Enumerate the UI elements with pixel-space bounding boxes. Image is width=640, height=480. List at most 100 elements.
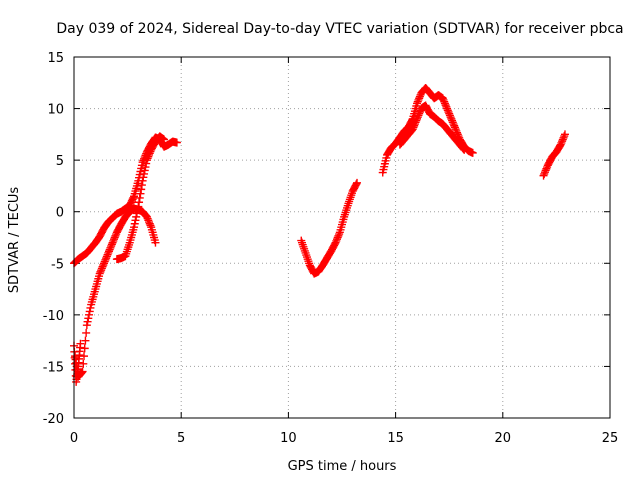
- data-point: [96, 267, 105, 276]
- data-point: [146, 221, 155, 230]
- data-point: [141, 163, 150, 172]
- data-point: [539, 171, 548, 180]
- data-point: [102, 254, 111, 263]
- data-point: [134, 202, 143, 211]
- data-point: [409, 123, 418, 132]
- data-point: [558, 135, 567, 144]
- data-point: [540, 169, 549, 178]
- data-point: [136, 189, 145, 198]
- data-point: [415, 92, 424, 101]
- data-point: [109, 236, 118, 245]
- data-point: [105, 245, 114, 254]
- data-point: [151, 238, 160, 247]
- data-point: [410, 121, 419, 130]
- data-point: [97, 264, 106, 273]
- data-point: [105, 247, 114, 256]
- data-point: [468, 148, 477, 157]
- data-point: [413, 114, 422, 123]
- data-point: [443, 106, 452, 115]
- series-arc-2: [71, 204, 160, 381]
- data-point: [452, 126, 461, 135]
- data-point: [441, 101, 450, 110]
- data-point: [352, 180, 361, 189]
- data-point: [140, 169, 149, 178]
- data-point: [131, 216, 140, 225]
- data-point: [333, 233, 342, 242]
- data-point: [415, 109, 424, 118]
- y-tick-label: 5: [56, 154, 64, 169]
- x-tick-label: 15: [387, 431, 404, 446]
- data-point: [353, 178, 362, 187]
- data-point: [142, 212, 151, 221]
- data-point: [76, 339, 85, 348]
- data-point: [408, 125, 417, 134]
- data-point: [172, 138, 181, 147]
- data-point: [332, 236, 341, 245]
- data-point: [145, 150, 154, 159]
- data-point: [413, 99, 422, 108]
- y-tick-label: -10: [43, 309, 64, 324]
- x-tick-label: 10: [280, 431, 297, 446]
- data-point: [542, 164, 551, 173]
- series-arc-5: [297, 178, 362, 278]
- data-point: [85, 310, 94, 319]
- data-point: [97, 266, 106, 275]
- data-point: [81, 336, 90, 345]
- data-point: [556, 140, 565, 149]
- x-tick-label: 25: [602, 431, 619, 446]
- data-point: [449, 120, 458, 129]
- data-point: [85, 307, 94, 316]
- data-point: [439, 95, 448, 104]
- data-point: [99, 261, 108, 270]
- data-point: [135, 193, 144, 202]
- data-point: [541, 166, 550, 175]
- data-point: [145, 218, 154, 227]
- data-point: [414, 111, 423, 120]
- x-axis-label: GPS time / hours: [288, 459, 397, 474]
- data-point: [458, 144, 467, 153]
- data-point: [460, 145, 469, 154]
- y-tick-label: -5: [51, 257, 64, 272]
- data-point: [332, 235, 341, 244]
- data-point: [559, 133, 568, 142]
- data-point: [143, 214, 152, 223]
- plot-frame: [73, 56, 611, 419]
- data-point: [414, 95, 423, 104]
- data-point: [453, 128, 462, 137]
- data-point: [103, 250, 112, 259]
- data-point: [77, 369, 86, 378]
- chart-title: Day 039 of 2024, Sidereal Day-to-day VTE…: [56, 21, 623, 37]
- data-point: [100, 257, 109, 266]
- data-point: [540, 168, 549, 177]
- data-point: [459, 144, 468, 153]
- data-point: [560, 130, 569, 139]
- data-point: [140, 166, 149, 175]
- data-point: [102, 252, 111, 261]
- data-point: [139, 173, 148, 182]
- data-point: [130, 219, 139, 228]
- data-point: [448, 118, 457, 127]
- data-point: [77, 368, 86, 377]
- data-point: [132, 209, 141, 218]
- data-point: [557, 138, 566, 147]
- data-point: [95, 269, 104, 278]
- data-point: [440, 97, 449, 106]
- y-tick-labels: 15 10 5 0 -5 -10 -15 -20: [43, 51, 64, 427]
- data-point: [334, 231, 343, 240]
- data-point: [443, 104, 452, 113]
- data-point: [442, 102, 451, 111]
- series-arc-3: [70, 339, 85, 386]
- data-point: [145, 149, 154, 158]
- data-point: [438, 94, 447, 103]
- data-point: [410, 120, 419, 129]
- data-point: [412, 116, 421, 125]
- data-point: [560, 132, 569, 141]
- y-axis-label: SDTVAR / TECUs: [7, 187, 22, 294]
- data-point: [84, 314, 93, 323]
- data-point: [86, 303, 95, 312]
- data-point: [138, 176, 147, 185]
- data-point: [411, 118, 420, 127]
- data-point: [130, 223, 139, 232]
- data-point: [98, 262, 107, 271]
- data-point: [133, 205, 142, 214]
